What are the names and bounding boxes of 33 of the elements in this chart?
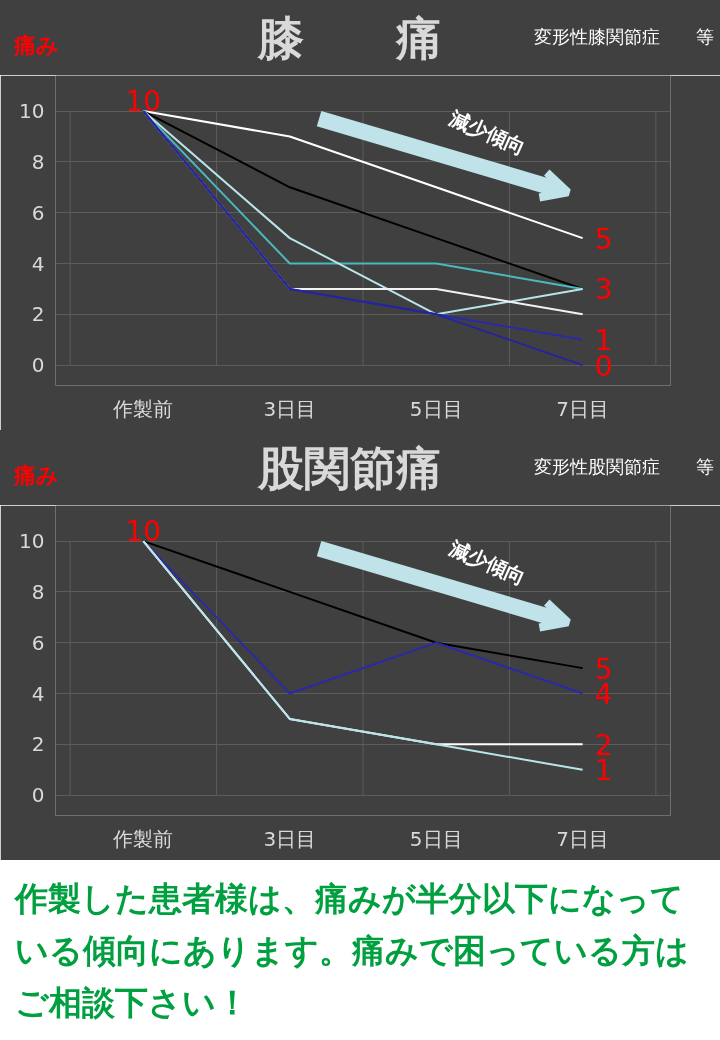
annotation: 10 — [125, 85, 162, 119]
x-tick-label: 3日目 — [263, 396, 317, 421]
x-tick-label: 7日目 — [556, 396, 610, 421]
chart-subtitle: 変形性膝関節症 等 — [534, 25, 714, 49]
x-tick-label: 作製前 — [112, 826, 174, 851]
annotation: 5 — [594, 222, 613, 256]
y-tick-label: 8 — [31, 149, 45, 174]
y-tick-label: 10 — [19, 529, 45, 554]
y-tick-label: 6 — [31, 630, 45, 655]
x-tick-label: 5日目 — [409, 826, 463, 851]
y-tick-label: 0 — [31, 353, 45, 378]
x-tick-label: 3日目 — [263, 826, 317, 851]
y-axis-title: 痛み — [14, 462, 59, 490]
x-tick-label: 作製前 — [112, 396, 174, 421]
annotation: 減少傾向 — [445, 535, 529, 590]
y-tick-label: 4 — [31, 251, 45, 276]
text: 作製した患者様は、痛みが半分以下になっている傾向にあります。痛みで困っている方はご相談下さい！ — [15, 878, 690, 1024]
y-tick-label: 0 — [31, 783, 45, 808]
x-tick-label: 5日目 — [409, 396, 463, 421]
chart-title: 股関節痛 — [258, 441, 442, 495]
annotation: 10 — [125, 515, 162, 549]
y-tick-label: 4 — [31, 681, 45, 706]
y-tick-label: 2 — [31, 732, 45, 757]
annotation: 減少傾向 — [445, 105, 529, 160]
annotation: 3 — [594, 273, 613, 307]
y-tick-label: 10 — [19, 99, 45, 124]
y-tick-label: 8 — [31, 579, 45, 604]
x-tick-label: 7日目 — [556, 826, 610, 851]
y-tick-label: 6 — [31, 200, 45, 225]
y-axis-title: 痛み — [14, 32, 59, 60]
y-tick-label: 2 — [31, 302, 45, 327]
chart-title: 膝 痛 — [258, 11, 442, 65]
chart-subtitle: 変形性股関節症 等 — [534, 455, 714, 479]
